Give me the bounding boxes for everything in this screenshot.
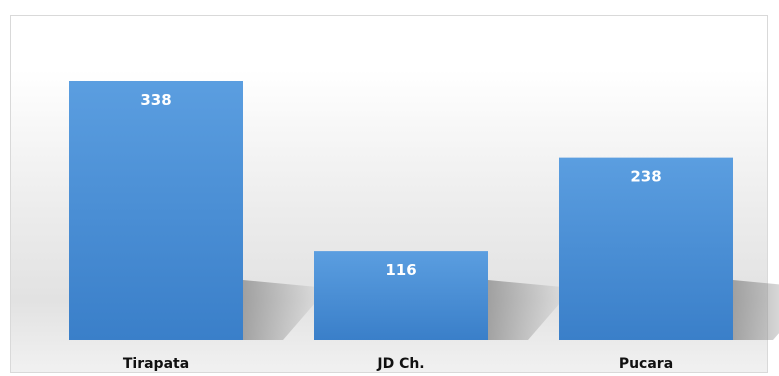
category-label-tirapata: Tirapata xyxy=(123,356,189,372)
data-label-jd-ch: 116 xyxy=(385,261,416,279)
bar-pucara xyxy=(559,157,733,340)
category-label-jd-ch: JD Ch. xyxy=(376,356,424,372)
bar-tirapata xyxy=(69,81,243,340)
bar-shadow-pucara xyxy=(733,280,779,340)
bar-shadow-tirapata xyxy=(243,280,328,340)
category-label-pucara: Pucara xyxy=(619,356,673,372)
bar-jd-ch xyxy=(314,251,488,340)
data-label-pucara: 238 xyxy=(630,168,661,186)
bar-shadow-jd-ch xyxy=(488,280,573,340)
data-label-tirapata: 338 xyxy=(140,91,171,109)
